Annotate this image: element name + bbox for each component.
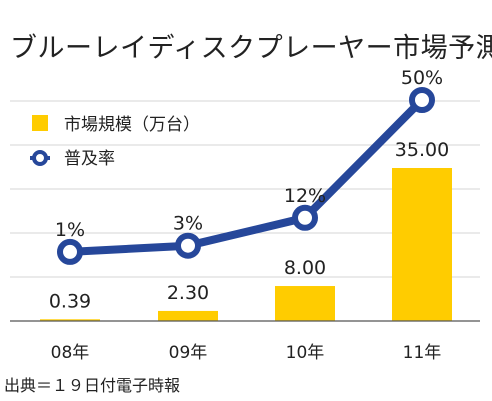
chart-title: ブルーレイディスクプレーヤー市場予測	[10, 33, 492, 64]
legend-line-label: 普及率	[64, 149, 115, 169]
bar-label-11年: 35.00	[395, 139, 449, 161]
line-marker-11年	[409, 87, 435, 113]
line-label-10年: 12%	[284, 185, 326, 207]
bar-10年	[275, 286, 335, 321]
x-tick-08年: 08年	[51, 343, 90, 363]
line-marker-10年	[292, 204, 318, 231]
bar-label-09年: 2.30	[167, 282, 209, 304]
x-tick-09年: 09年	[169, 343, 208, 363]
bar-11年	[392, 168, 452, 321]
bar-08年	[40, 319, 100, 321]
line-path	[69, 97, 425, 256]
line-label-11年: 50%	[401, 67, 443, 89]
line-marker-09年	[175, 232, 201, 259]
line-series	[57, 87, 435, 265]
legend-bar-swatch	[32, 115, 48, 131]
legend-line-marker	[32, 150, 48, 166]
source-note: 出典＝１９日付電子時報	[4, 376, 181, 395]
bar-label-08年: 0.39	[49, 290, 91, 312]
legend-bar-label: 市場規模（万台）	[64, 115, 200, 135]
line-marker-08年	[57, 238, 83, 265]
line-label-09年: 3%	[173, 213, 203, 235]
x-tick-11年: 11年	[403, 343, 442, 363]
bar-09年	[158, 310, 218, 321]
line-label-08年: 1%	[55, 219, 85, 241]
bar-label-10年: 8.00	[284, 257, 326, 279]
line-data-labels: 1% 3% 12% 50%	[55, 67, 443, 241]
legend: 市場規模（万台） 普及率	[30, 115, 200, 169]
bar-data-labels: 0.39 2.30 8.00 35.00	[49, 139, 449, 312]
x-tick-10年: 10年	[286, 343, 325, 363]
x-axis: 08年 09年 10年 11年	[10, 320, 480, 363]
bar-series	[40, 168, 452, 321]
